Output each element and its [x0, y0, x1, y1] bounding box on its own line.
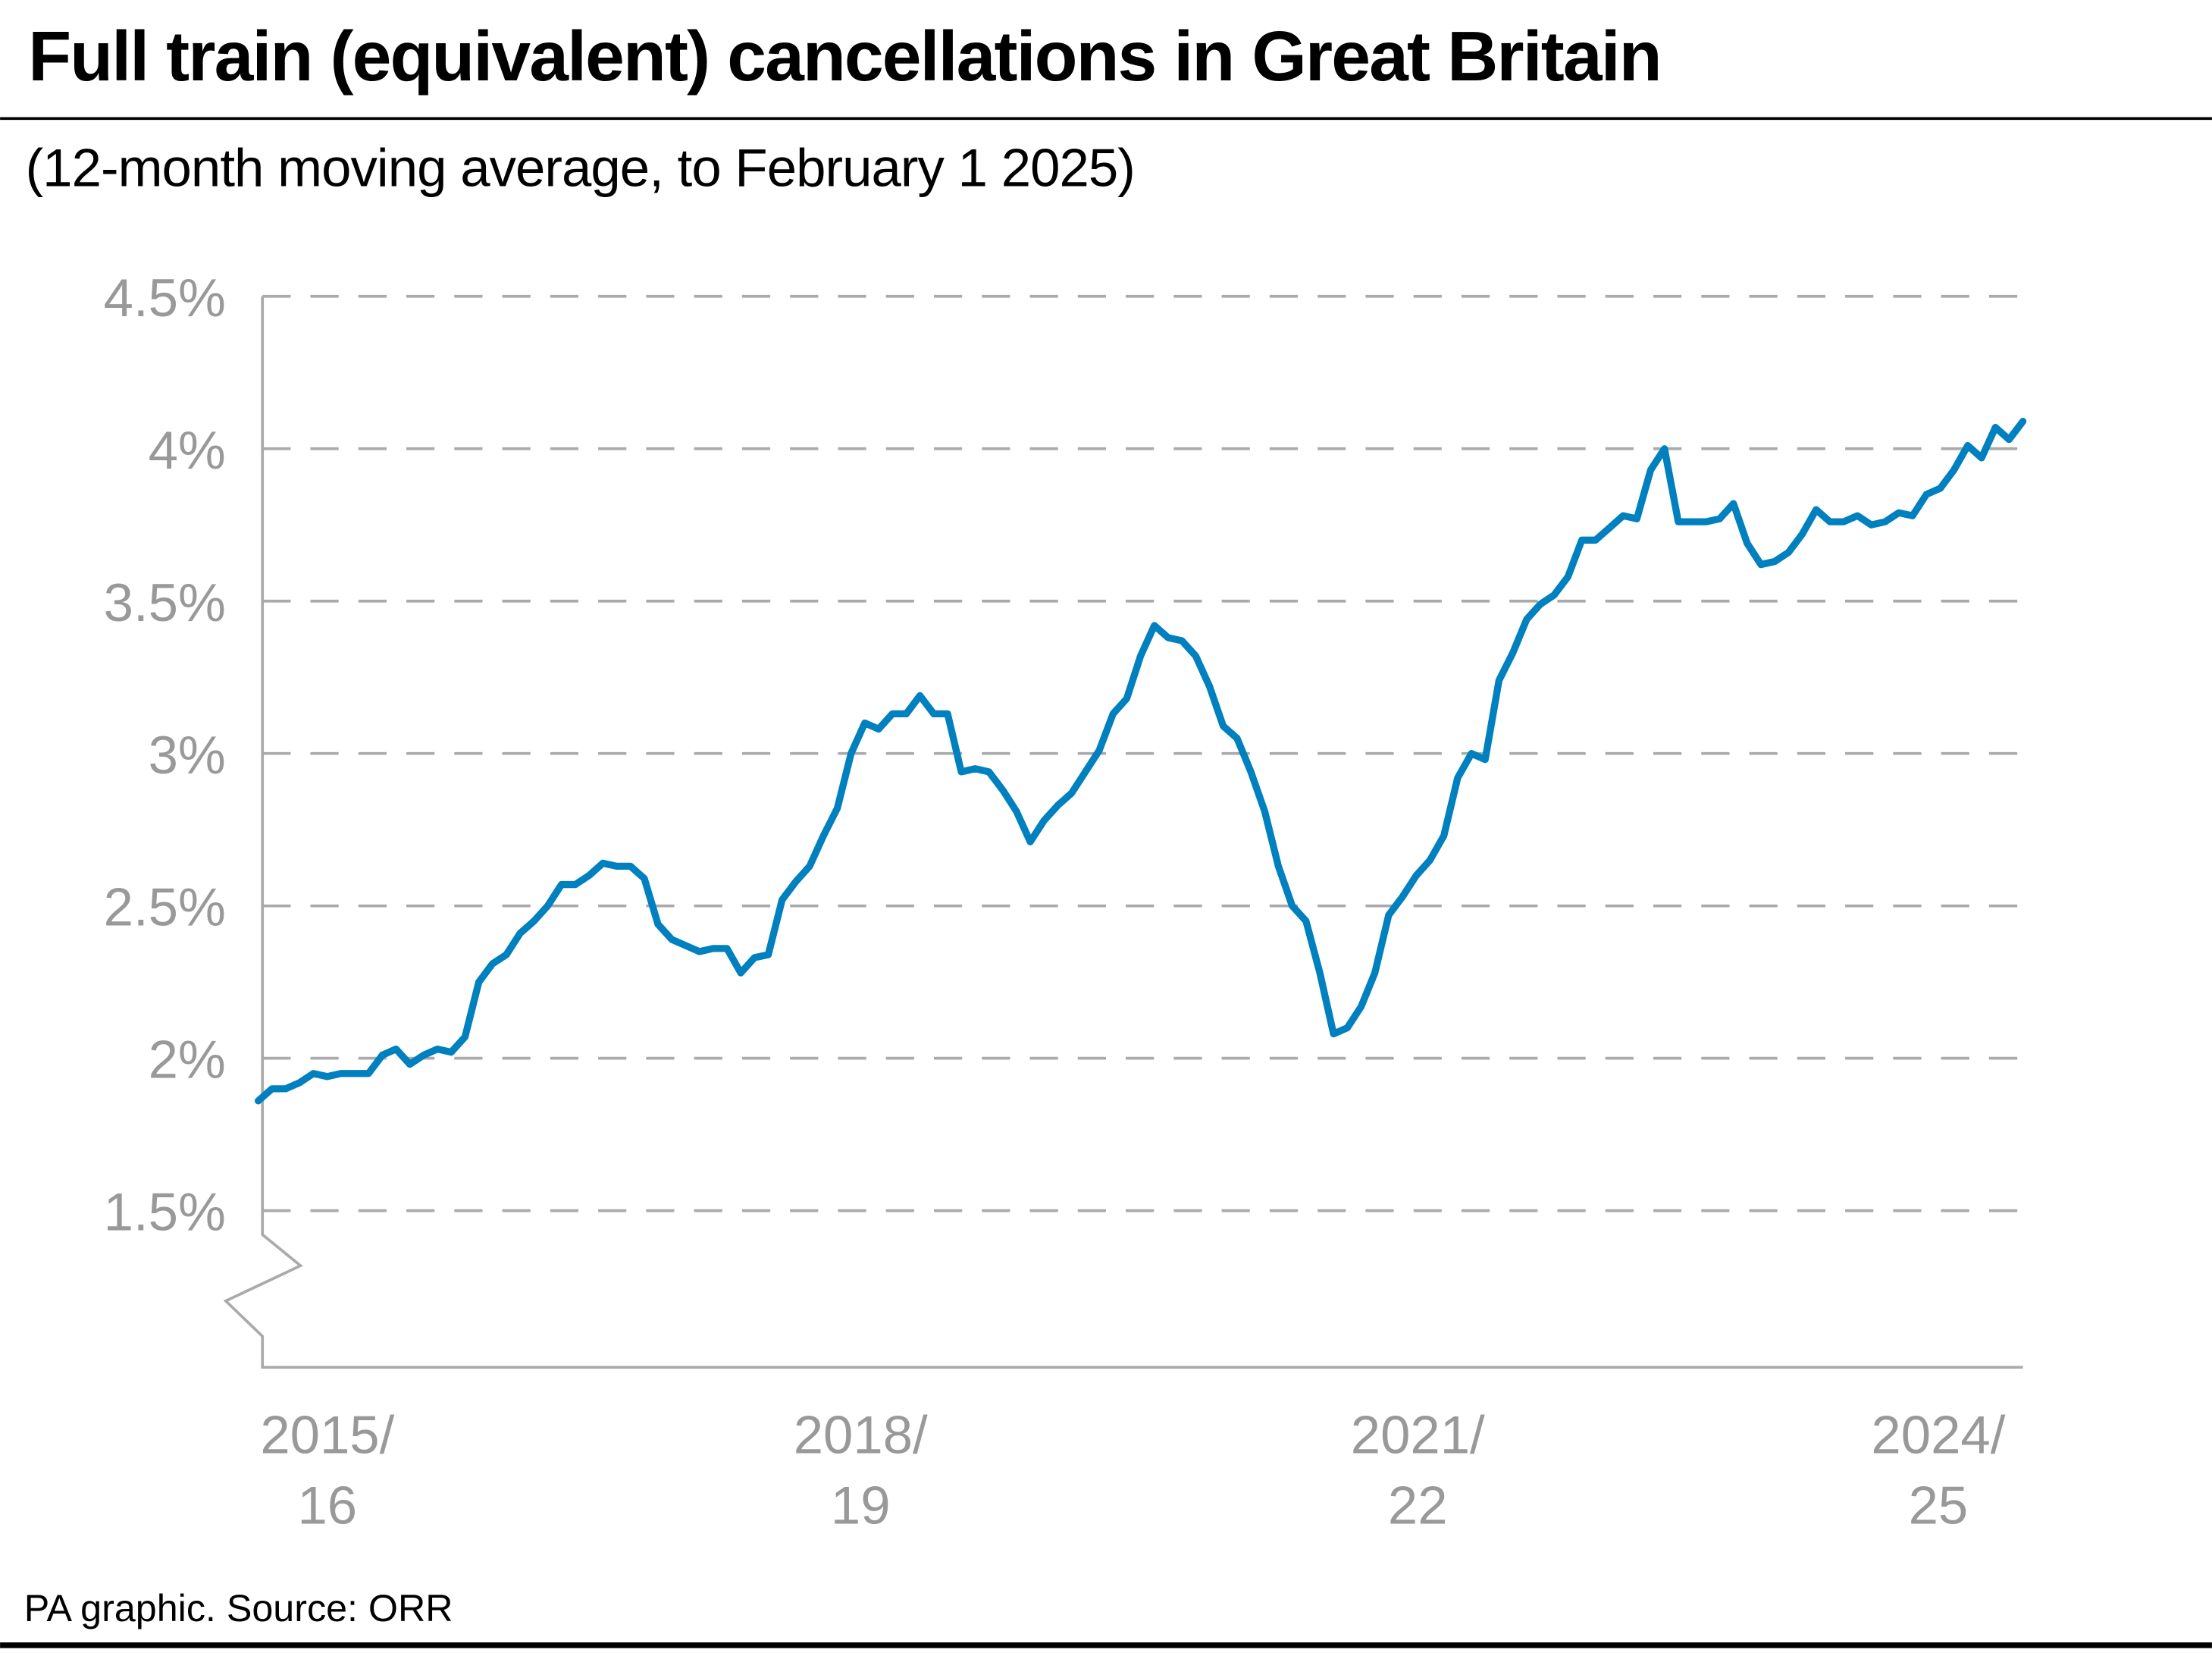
x-tick-line2: 25: [1909, 1476, 1969, 1535]
y-tick-label: 2.5%: [104, 877, 226, 937]
x-tick-line2: 19: [831, 1476, 891, 1535]
y-tick-label: 4%: [149, 420, 226, 480]
x-tick-line2: 16: [297, 1476, 357, 1535]
y-tick-label: 2%: [149, 1030, 226, 1090]
chart-subtitle: (12-month moving average, to February 1 …: [26, 138, 1135, 198]
chart-title: Full train (equivalent) cancellations in…: [28, 17, 1660, 96]
series-points: [258, 421, 2022, 1101]
x-tick-label: 2024/25: [1871, 1405, 2005, 1535]
x-tick-label: 2018/19: [794, 1405, 928, 1535]
gridlines: [262, 294, 2023, 1212]
source-note: PA graphic. Source: ORR: [24, 1587, 453, 1629]
x-axis-ticks: 2015/16 2018/19 2021/22 2024/25: [260, 1405, 2005, 1535]
y-tick-label: 4.5%: [104, 268, 226, 328]
x-tick-line1: 2021/: [1351, 1405, 1485, 1465]
y-tick-label: 3.5%: [104, 572, 226, 632]
x-tick-line1: 2018/: [794, 1405, 928, 1465]
y-tick-label: 3%: [149, 725, 226, 785]
x-tick-line1: 2024/: [1871, 1405, 2005, 1465]
x-tick-label: 2021/22: [1351, 1405, 1485, 1535]
series-line: [254, 418, 2027, 1105]
x-tick-label: 2015/16: [260, 1405, 394, 1535]
y-tick-label: 1.5%: [104, 1182, 226, 1242]
axis-with-break: [223, 296, 2023, 1369]
y-axis-ticks: 4.5% 4% 3.5% 3% 2.5% 2% 1.5%: [104, 268, 226, 1242]
x-tick-line2: 22: [1388, 1476, 1448, 1535]
x-tick-line1: 2015/: [260, 1405, 394, 1465]
